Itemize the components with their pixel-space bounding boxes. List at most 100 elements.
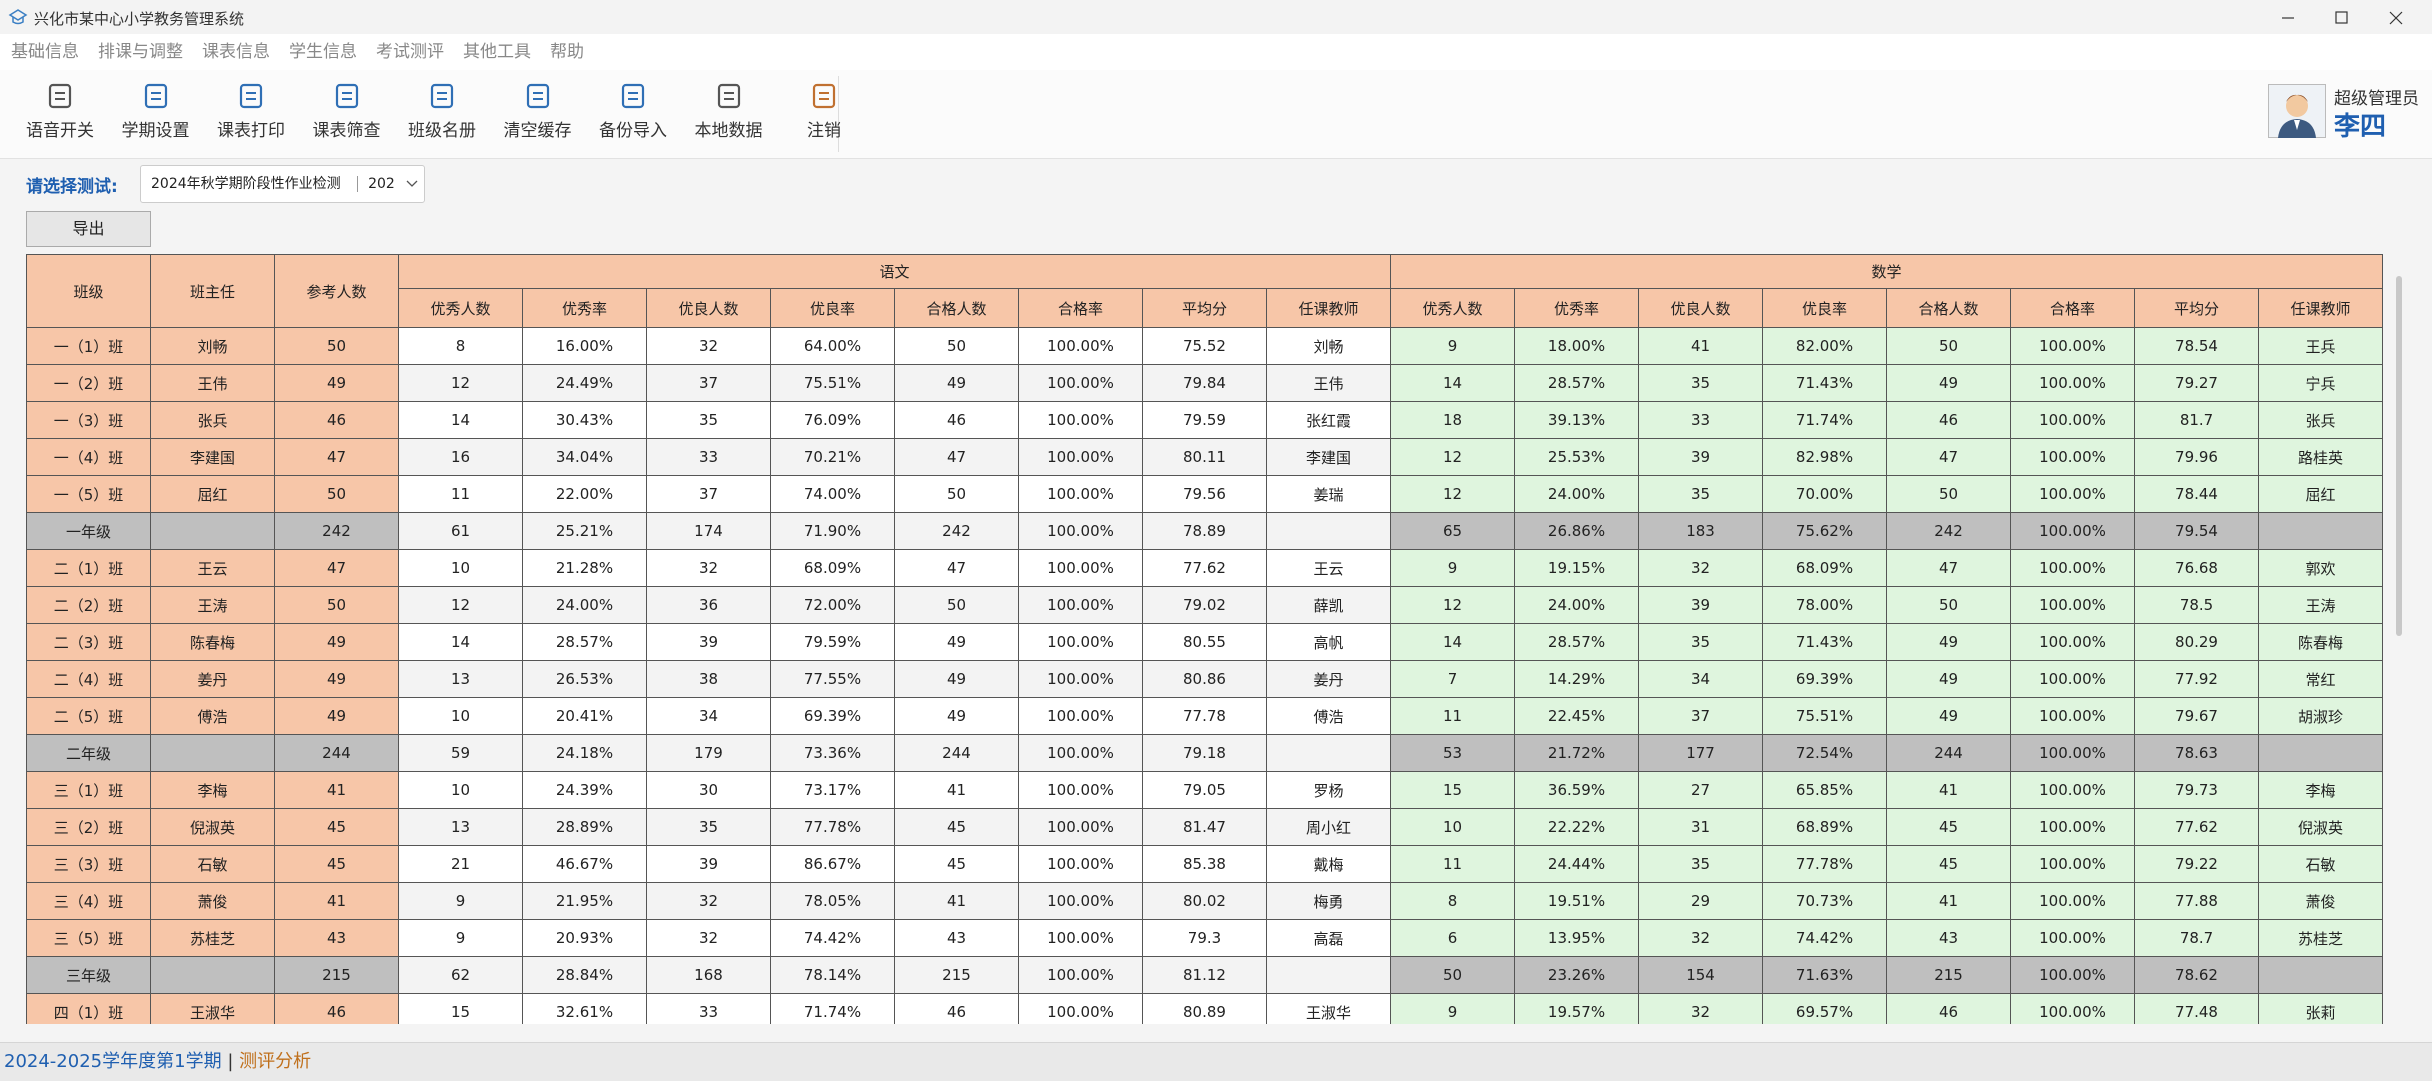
header-cell: 平均分 xyxy=(2134,288,2260,328)
table-cell: 79.84 xyxy=(1142,364,1267,402)
scrollbar[interactable] xyxy=(2396,276,2402,636)
table-cell: 34 xyxy=(646,697,771,735)
toolbar-button[interactable]: 课表打印 xyxy=(205,82,297,141)
header-cell: 平均分 xyxy=(1142,288,1267,328)
toolbar-button[interactable]: 课表筛查 xyxy=(301,82,393,141)
toolbar-button[interactable]: 备份导入 xyxy=(587,82,679,141)
menu-item[interactable]: 其他工具 xyxy=(463,42,531,62)
test-combobox[interactable]: 2024年秋学期阶段性作业检测 202 xyxy=(140,165,425,203)
table-cell: 三（3）班 xyxy=(26,845,151,883)
table-cell: 45 xyxy=(1886,808,2012,846)
table-cell: 王淑华 xyxy=(1265,993,1392,1024)
menu-item[interactable]: 学生信息 xyxy=(289,42,357,62)
table-cell: 80.02 xyxy=(1142,882,1267,920)
table-cell: 三（4）班 xyxy=(26,882,151,920)
window-title: 兴化市某中心小学教务管理系统 xyxy=(34,10,245,28)
table-cell: 35 xyxy=(1638,364,1764,402)
table-cell: 72.54% xyxy=(1762,734,1888,772)
table-cell: 74.00% xyxy=(770,475,895,513)
table-cell: 周小红 xyxy=(1265,808,1392,846)
table-cell: 100.00% xyxy=(2010,623,2136,661)
menu-item[interactable]: 基础信息 xyxy=(11,42,79,62)
table-cell: 100.00% xyxy=(2010,401,2136,439)
toolbar-button[interactable]: 注销 xyxy=(778,82,870,141)
table-cell: 46 xyxy=(274,993,399,1024)
table-cell xyxy=(2258,956,2384,994)
table-cell: 张兵 xyxy=(2258,401,2384,439)
table-cell xyxy=(1265,956,1392,994)
table-cell: 71.74% xyxy=(770,993,895,1024)
table-cell: 100.00% xyxy=(2010,327,2136,365)
table-cell: 32 xyxy=(1638,993,1764,1024)
avatar xyxy=(2268,84,2326,138)
table-cell: 傅浩 xyxy=(1265,697,1392,735)
table-cell: 10 xyxy=(1390,808,1516,846)
table-cell: 78.44 xyxy=(2134,475,2260,513)
table-cell: 二（5）班 xyxy=(26,697,151,735)
table-cell: 11 xyxy=(398,475,523,513)
menu-item[interactable]: 排课与调整 xyxy=(98,42,183,62)
table-cell: 68.09% xyxy=(770,549,895,587)
table-cell: 11 xyxy=(1390,845,1516,883)
toolbar-button[interactable]: 班级名册 xyxy=(396,82,488,141)
table-cell: 78.89 xyxy=(1142,512,1267,550)
table-cell: 13 xyxy=(398,660,523,698)
table-cell: 石敏 xyxy=(150,845,275,883)
table-cell: 28.57% xyxy=(1514,623,1640,661)
data-row: 一（4）班 李建国 47 16 34.04% 33 70.21% 47 100.00% 80.11… xyxy=(26,438,2384,476)
table-cell: 常红 xyxy=(2258,660,2384,698)
table-cell: 50 xyxy=(894,586,1019,624)
table-cell: 李建国 xyxy=(1265,438,1392,476)
table-cell: 77.62 xyxy=(1142,549,1267,587)
table-cell: 23.26% xyxy=(1514,956,1640,994)
table-cell: 25.21% xyxy=(522,512,647,550)
table-cell: 12 xyxy=(398,586,523,624)
table-cell xyxy=(150,512,275,550)
table-cell: 37 xyxy=(646,475,771,513)
table-cell: 59 xyxy=(398,734,523,772)
table-cell: 倪淑英 xyxy=(2258,808,2384,846)
selector-label: 请选择测试: xyxy=(26,177,118,197)
window-controls[interactable] xyxy=(2270,0,2432,34)
table-cell: 77.92 xyxy=(2134,660,2260,698)
table-cell: 15 xyxy=(1390,771,1516,809)
table-cell: 27 xyxy=(1638,771,1764,809)
table-cell: 47 xyxy=(274,438,399,476)
table-cell: 32 xyxy=(646,919,771,957)
toolbar-button[interactable]: 语音开关 xyxy=(14,82,106,141)
table-cell: 35 xyxy=(646,401,771,439)
table-cell: 78.62 xyxy=(2134,956,2260,994)
table-cell: 8 xyxy=(1390,882,1516,920)
table-cell: 100.00% xyxy=(2010,697,2136,735)
table-cell: 14 xyxy=(1390,623,1516,661)
tool-icon xyxy=(717,83,740,109)
table-cell: 8 xyxy=(398,327,523,365)
table-cell: 10 xyxy=(398,697,523,735)
table-cell: 张兵 xyxy=(150,401,275,439)
table-cell: 倪淑英 xyxy=(150,808,275,846)
table-cell: 100.00% xyxy=(1018,438,1143,476)
header-row: 班级 班主任 参考人数 语文 数学 xyxy=(26,254,2384,328)
toolbar-button[interactable]: 本地数据 xyxy=(683,82,775,141)
table-cell: 69.39% xyxy=(770,697,895,735)
toolbar-button[interactable]: 学期设置 xyxy=(110,82,202,141)
table-cell: 萧俊 xyxy=(2258,882,2384,920)
menu-item[interactable]: 课表信息 xyxy=(202,42,270,62)
header-cell: 合格人数 xyxy=(1886,288,2012,328)
toolbar-button[interactable]: 清空缓存 xyxy=(492,82,584,141)
table-cell: 100.00% xyxy=(1018,882,1143,920)
table-cell: 45 xyxy=(274,808,399,846)
menu-item[interactable]: 考试测评 xyxy=(376,42,444,62)
table-cell: 47 xyxy=(894,549,1019,587)
table-cell: 49 xyxy=(894,697,1019,735)
table-cell: 三（5）班 xyxy=(26,919,151,957)
export-button[interactable]: 导出 xyxy=(26,211,151,247)
score-table-container: 班级 班主任 参考人数 语文 数学 优秀人数 优秀率 优良人数 优良率 合格人数 合格率 平均分 任课教… xyxy=(26,254,2386,1024)
table-cell: 100.00% xyxy=(2010,919,2136,957)
table-cell: 26.86% xyxy=(1514,512,1640,550)
table-cell: 70.73% xyxy=(1762,882,1888,920)
table-cell: 72.00% xyxy=(770,586,895,624)
menu-item[interactable]: 帮助 xyxy=(550,42,584,62)
table-cell: 二（1）班 xyxy=(26,549,151,587)
table-cell: 39.13% xyxy=(1514,401,1640,439)
